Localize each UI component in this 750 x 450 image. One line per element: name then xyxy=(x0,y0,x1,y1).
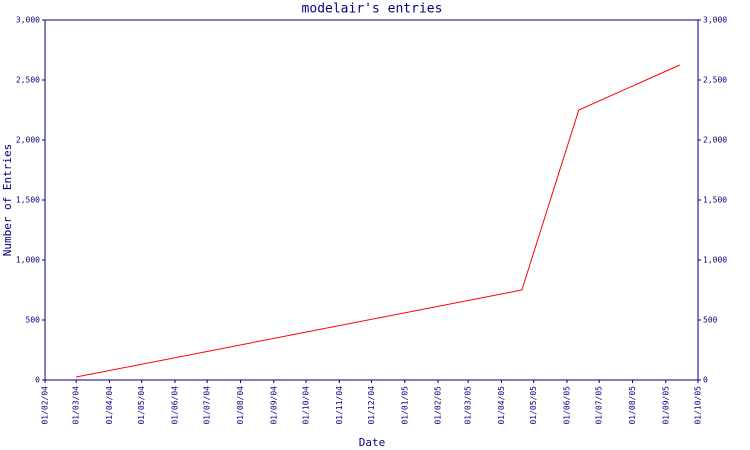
y-tick-label: 1,000 xyxy=(16,256,40,265)
x-tick-label: 01/09/05 xyxy=(661,386,670,425)
y2-tick-label: 2,000 xyxy=(703,136,727,145)
y2-tick-label: 1,000 xyxy=(703,256,727,265)
x-tick-label: 01/07/05 xyxy=(595,386,604,425)
x-tick-label: 01/08/04 xyxy=(236,386,245,425)
x-tick-label: 01/02/04 xyxy=(41,386,50,425)
y-tick-label: 2,500 xyxy=(16,76,40,85)
y-tick-label: 0 xyxy=(35,376,40,385)
x-tick-label: 01/10/05 xyxy=(694,386,703,425)
x-tick-label: 01/12/04 xyxy=(367,386,376,425)
y2-tick-label: 1,500 xyxy=(703,196,727,205)
data-line xyxy=(76,64,680,378)
x-tick-label: 01/09/04 xyxy=(269,386,278,425)
y-axis-label: Number of Entries xyxy=(1,144,14,257)
x-tick-label: 01/05/04 xyxy=(137,386,146,425)
x-tick-label: 01/07/04 xyxy=(203,386,212,425)
y-tick-label: 1,500 xyxy=(16,196,40,205)
x-tick-label: 01/03/04 xyxy=(72,386,81,425)
y2-tick-label: 0 xyxy=(703,376,708,385)
x-tick-label: 01/11/04 xyxy=(335,386,344,425)
x-tick-label: 01/05/05 xyxy=(529,386,538,425)
y-tick-label: 500 xyxy=(26,316,41,325)
x-tick-label: 01/10/04 xyxy=(301,386,310,425)
x-tick-label: 01/06/05 xyxy=(562,386,571,425)
x-tick-label: 01/03/05 xyxy=(464,386,473,425)
y-tick-label: 3,000 xyxy=(16,16,40,25)
x-tick-label: 01/04/04 xyxy=(105,386,114,425)
x-tick-label: 01/06/04 xyxy=(170,386,179,425)
x-tick-label: 01/02/05 xyxy=(434,386,443,425)
y2-tick-label: 500 xyxy=(703,316,718,325)
y-tick-label: 2,000 xyxy=(16,136,40,145)
x-tick-label: 01/08/05 xyxy=(628,386,637,425)
x-tick-label: 01/04/05 xyxy=(497,386,506,425)
x-tick-label: 01/01/05 xyxy=(400,386,409,425)
y2-tick-label: 2,500 xyxy=(703,76,727,85)
chart-title: modelair's entries xyxy=(302,2,443,17)
x-axis-label: Date xyxy=(359,436,386,449)
y2-tick-label: 3,000 xyxy=(703,16,727,25)
plot-frame xyxy=(44,19,699,381)
